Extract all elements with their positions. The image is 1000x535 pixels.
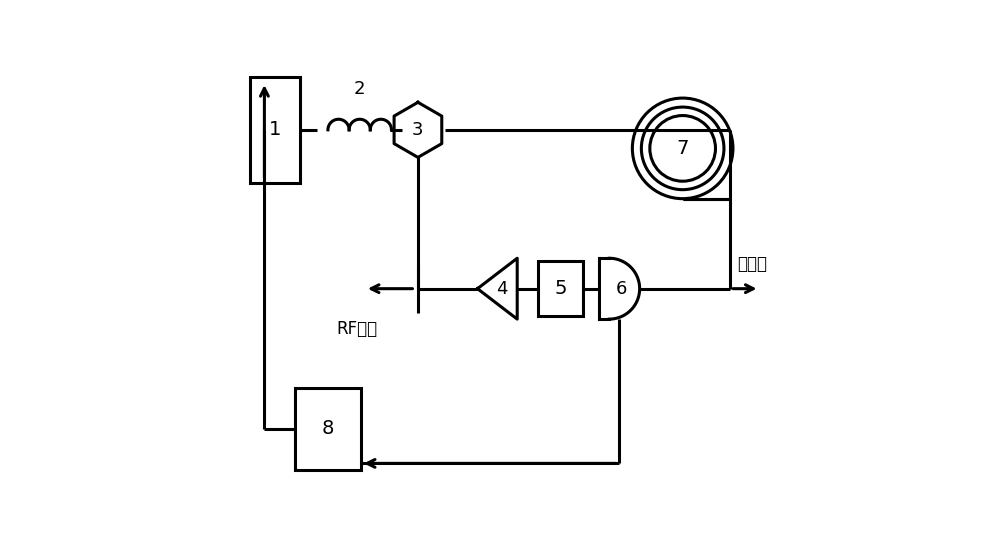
Text: 5: 5: [555, 279, 567, 298]
Bar: [538, 261, 583, 317]
Bar: [250, 77, 300, 183]
Text: 8: 8: [322, 419, 334, 439]
Text: 6: 6: [616, 280, 627, 297]
Text: 光输出: 光输出: [737, 255, 767, 273]
Bar: [295, 388, 361, 470]
Text: RF输出: RF输出: [336, 320, 378, 339]
Text: 4: 4: [496, 280, 507, 297]
Text: 2: 2: [354, 80, 365, 98]
Text: 1: 1: [269, 120, 281, 139]
Text: 3: 3: [412, 121, 424, 139]
Text: 7: 7: [676, 139, 689, 158]
